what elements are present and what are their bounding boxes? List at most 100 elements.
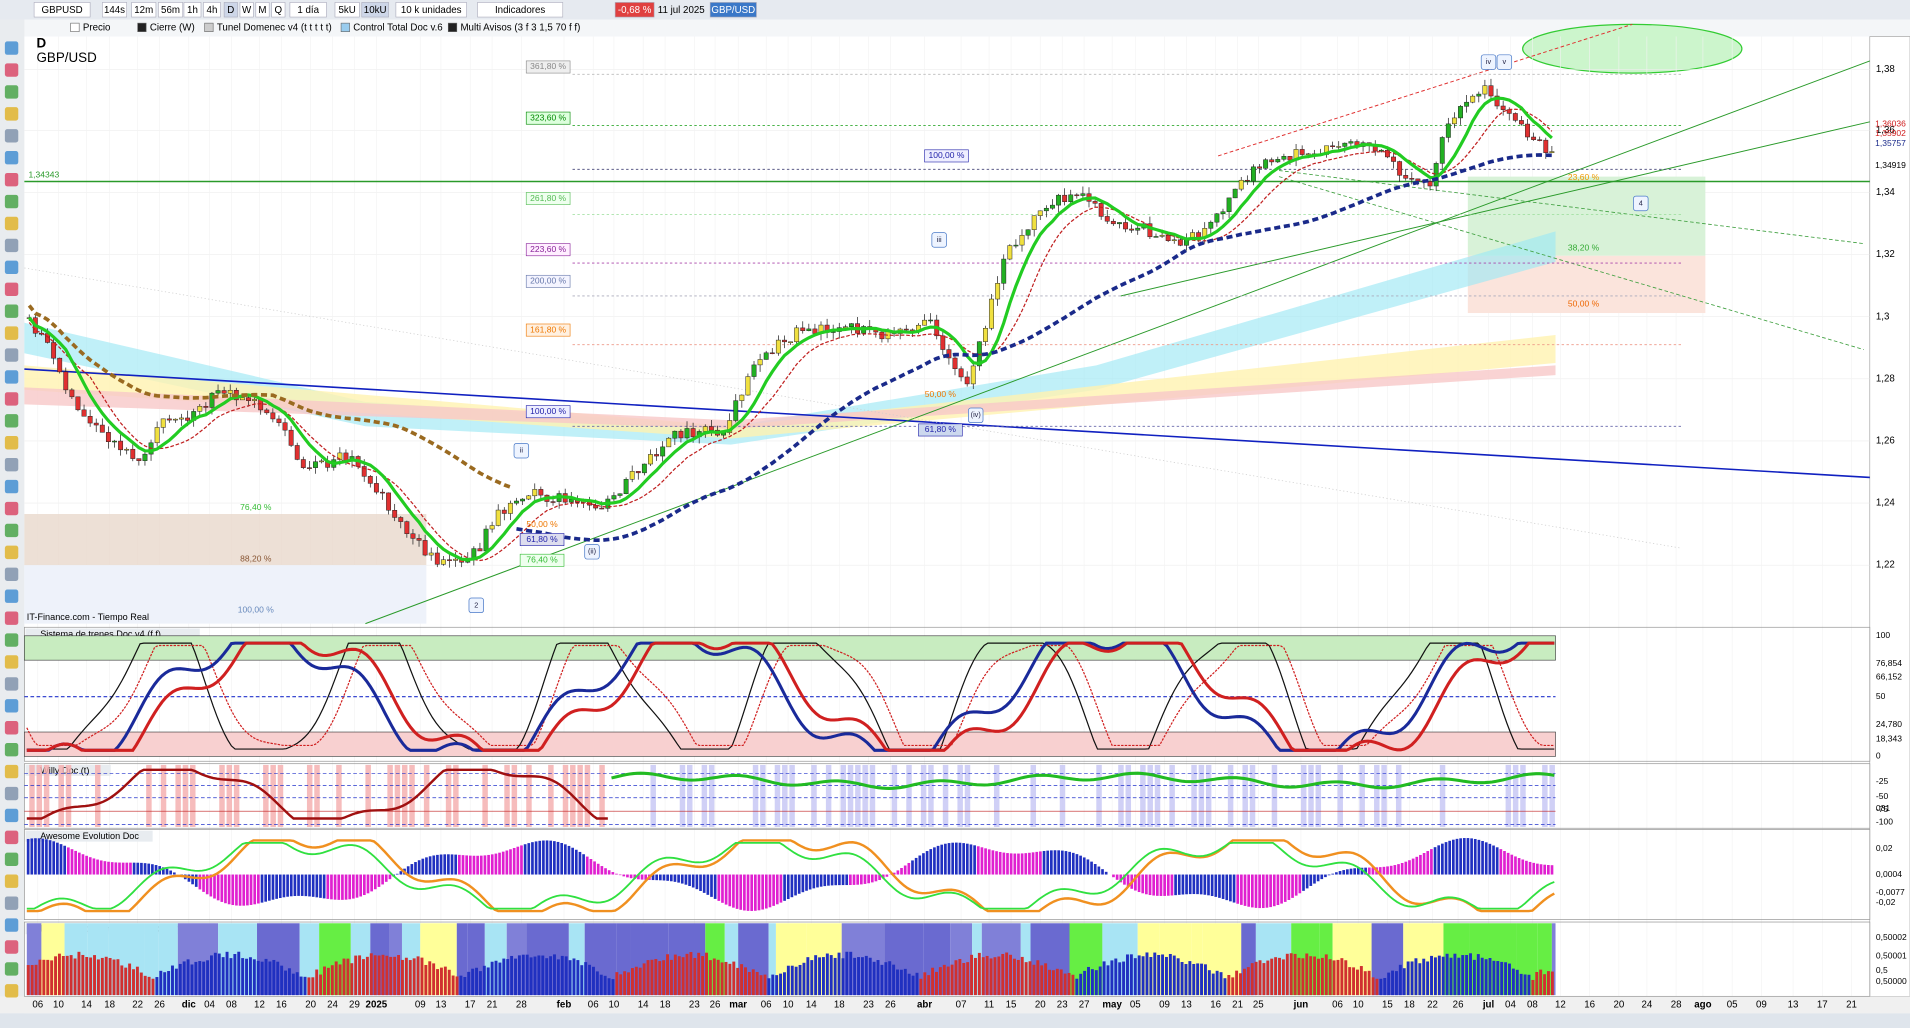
tool-icon[interactable] — [4, 260, 19, 275]
tool-icon[interactable] — [4, 107, 19, 121]
legend-item[interactable]: Precio — [83, 23, 111, 34]
legend-item[interactable]: Cierre (W) — [150, 23, 195, 34]
ao-bar — [52, 841, 56, 875]
toolbar-button[interactable] — [203, 2, 221, 18]
barra-bar — [1133, 958, 1137, 996]
tool-icon[interactable] — [4, 874, 19, 888]
toolbar-label[interactable]: GBPUSD — [42, 5, 83, 16]
toolbar-label[interactable]: W — [242, 5, 252, 16]
tool-icon[interactable] — [4, 721, 19, 735]
tool-icon[interactable] — [4, 918, 19, 932]
tool-icon[interactable] — [4, 786, 19, 801]
tool-icon[interactable] — [4, 370, 19, 384]
tool-icon[interactable] — [4, 808, 19, 823]
toolbar-label[interactable]: 12m — [134, 5, 153, 16]
toolbar-button[interactable] — [477, 2, 564, 18]
toolbar-label[interactable]: 56m — [161, 5, 180, 16]
tool-icon[interactable] — [4, 304, 19, 318]
toolbar-label[interactable]: M — [258, 5, 266, 16]
tool-icon[interactable] — [4, 940, 19, 954]
tool-icon[interactable] — [4, 457, 19, 472]
tool-icon[interactable] — [4, 545, 19, 560]
barra-bar — [1129, 954, 1133, 996]
tool-icon[interactable] — [4, 567, 19, 581]
barra-bar — [362, 959, 365, 996]
tool-icon[interactable] — [4, 41, 19, 55]
toolbar-label[interactable]: 5kU — [339, 5, 356, 16]
tool-icon[interactable] — [4, 151, 19, 165]
tool-icon[interactable] — [4, 282, 19, 296]
tool-icon[interactable] — [4, 172, 19, 187]
candle — [1336, 146, 1342, 148]
legend-swatch[interactable] — [204, 22, 214, 32]
tool-icon[interactable] — [4, 742, 19, 757]
toolbar-button[interactable] — [271, 2, 286, 18]
toolbar-label[interactable]: Indicadores — [495, 5, 545, 16]
tool-icon[interactable] — [4, 896, 19, 910]
tool-icon[interactable] — [4, 633, 19, 647]
toolbar-label[interactable]: 1 día — [297, 5, 319, 16]
legend-item[interactable]: Control Total Doc v.6 — [353, 23, 442, 34]
tool-icon[interactable] — [4, 238, 19, 253]
tool-icon[interactable] — [4, 216, 19, 231]
tool-icon[interactable] — [4, 85, 19, 99]
tool-icon[interactable] — [4, 129, 19, 143]
toolbar-button[interactable] — [361, 2, 389, 18]
legend-swatch[interactable] — [340, 22, 350, 32]
toolbar-button[interactable] — [614, 2, 655, 18]
toolbar-label[interactable]: -0,68 % — [618, 5, 652, 16]
toolbar-label[interactable]: 10 k unidades — [401, 5, 462, 16]
toolbar-button[interactable] — [239, 2, 254, 18]
ao-bar — [936, 845, 940, 875]
toolbar-label[interactable]: GBP/USD — [711, 5, 755, 16]
tool-icon[interactable] — [4, 523, 19, 538]
tool-icon[interactable] — [4, 436, 19, 450]
toolbar-button[interactable] — [255, 2, 270, 18]
tool-icon[interactable] — [4, 414, 19, 428]
tool-icon[interactable] — [4, 699, 19, 713]
tool-icon[interactable] — [4, 589, 19, 603]
candle — [434, 552, 440, 565]
toolbar-button[interactable] — [395, 2, 467, 18]
candle — [940, 335, 946, 350]
tool-icon[interactable] — [4, 962, 19, 976]
tool-icon[interactable] — [4, 611, 19, 625]
tool-icon[interactable] — [4, 392, 19, 406]
toolbar-label[interactable]: 10kU — [364, 5, 387, 16]
toolbar-label[interactable]: 1h — [187, 5, 198, 16]
tool-icon[interactable] — [4, 479, 19, 494]
legend-swatch[interactable] — [70, 22, 80, 32]
tool-icon[interactable] — [4, 852, 19, 867]
legend-swatch[interactable] — [447, 22, 458, 32]
tool-icon[interactable] — [4, 194, 19, 209]
candle — [166, 418, 172, 421]
toolbar-label[interactable]: 144s — [104, 5, 125, 16]
tool-icon[interactable] — [4, 63, 19, 77]
toolbar-button[interactable] — [131, 2, 157, 18]
tool-icon[interactable] — [4, 655, 19, 669]
toolbar-label[interactable]: D — [227, 5, 234, 16]
toolbar-label[interactable]: Q — [275, 5, 283, 16]
toolbar-button[interactable] — [709, 2, 757, 18]
tool-icon[interactable] — [4, 764, 19, 779]
toolbar-button[interactable] — [158, 2, 184, 18]
toolbar-button[interactable] — [102, 2, 127, 18]
tool-icon[interactable] — [4, 984, 19, 998]
toolbar-button[interactable] — [33, 2, 91, 18]
ao-bar — [918, 855, 922, 875]
tool-icon[interactable] — [4, 501, 19, 516]
toolbar-button[interactable] — [183, 2, 202, 18]
toolbar-button[interactable] — [289, 2, 327, 18]
tool-icon[interactable] — [4, 326, 19, 340]
tool-icon[interactable] — [4, 677, 19, 691]
legend-swatch[interactable] — [137, 22, 147, 32]
toolbar-label[interactable]: 4h — [207, 5, 218, 16]
toolbar-button[interactable] — [223, 2, 238, 18]
tool-icon[interactable] — [4, 348, 19, 362]
barra-bar — [1106, 965, 1110, 996]
legend-item[interactable]: Multi Avisos (3 f 3 1,5 70 f f) — [460, 23, 580, 34]
legend-item[interactable]: Tunel Domenec v4 (t t t t t) — [217, 23, 332, 34]
toolbar-button[interactable] — [334, 2, 360, 18]
barra-bar — [167, 971, 171, 996]
tool-icon[interactable] — [4, 830, 19, 845]
